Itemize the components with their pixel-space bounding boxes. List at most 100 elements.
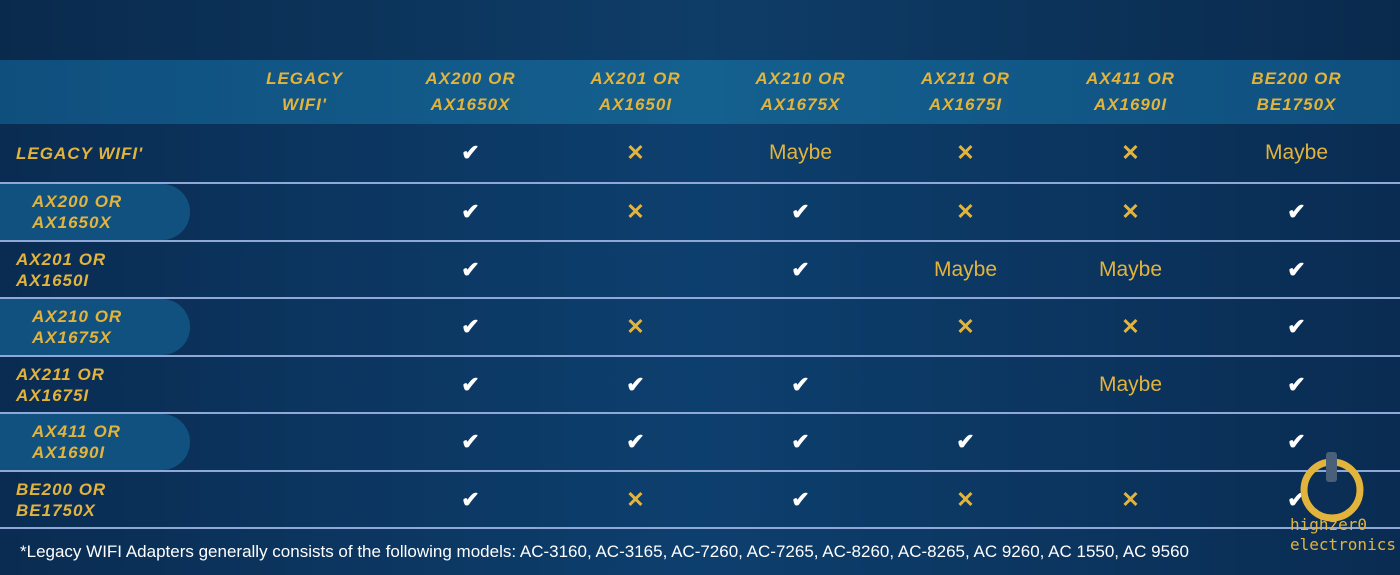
- check-icon: ✔: [461, 371, 480, 397]
- cell-incompatible: ✕: [883, 472, 1048, 527]
- cross-icon: ✕: [956, 314, 975, 339]
- cell-compatible: ✔: [1214, 414, 1379, 470]
- row-label: AX411 OR AX1690I: [0, 414, 190, 470]
- top-band: [0, 0, 1400, 60]
- cross-icon: ✕: [1121, 314, 1140, 339]
- row-label: LEGACY WIFI': [16, 143, 144, 163]
- cell-empty: [553, 242, 718, 297]
- check-icon: ✔: [956, 429, 975, 454]
- cell-maybe: Maybe: [1264, 141, 1329, 164]
- check-icon: ✔: [461, 314, 480, 339]
- column-header: LEGACY WIFI': [266, 69, 343, 114]
- cell-compatible: ✔: [388, 472, 553, 527]
- cross-icon: ✕: [1121, 140, 1140, 165]
- cell-compatible: ✔: [553, 357, 718, 412]
- cell-compatible: ✔: [718, 357, 883, 412]
- check-icon: ✔: [461, 199, 480, 224]
- cell-empty: [222, 472, 387, 527]
- cell-compatible: ✔: [883, 414, 1048, 470]
- cell-empty: [222, 414, 387, 470]
- check-icon: ✔: [461, 140, 480, 165]
- column-header: AX411 OR AX1690I: [1086, 69, 1175, 114]
- column-header: AX210 OR AX1675X: [755, 69, 846, 114]
- row-label: AX210 OR AX1675X: [0, 299, 190, 355]
- check-icon: ✔: [461, 256, 480, 282]
- cell-incompatible: ✕: [1048, 124, 1213, 182]
- cell-compatible: ✔: [718, 184, 883, 240]
- check-icon: ✔: [1287, 429, 1306, 454]
- row-label: AX201 OR AX1650I: [16, 249, 107, 290]
- cross-icon: ✕: [1121, 486, 1140, 512]
- cell-empty: [222, 242, 387, 297]
- cell-incompatible: ✕: [1048, 472, 1213, 527]
- cross-icon: ✕: [956, 199, 975, 224]
- row-label: BE200 OR BE1750X: [16, 479, 107, 520]
- cross-icon: ✕: [956, 486, 975, 512]
- cell-compatible: ✔: [388, 184, 553, 240]
- cell-compatible: ✔: [1214, 357, 1379, 412]
- table-row: AX201 OR AX1650I ✔ ✔ Maybe Maybe ✔: [0, 240, 1400, 297]
- check-icon: ✔: [626, 371, 645, 397]
- cell-maybe: Maybe: [933, 257, 998, 281]
- column-header: BE200 OR BE1750X: [1251, 69, 1342, 114]
- cell-maybe: Maybe: [1098, 257, 1163, 281]
- cell-empty: [222, 299, 387, 355]
- column-header: AX211 OR AX1675I: [921, 69, 1010, 114]
- logo-line1: highzer0: [1290, 515, 1368, 534]
- table-row: AX411 OR AX1690I ✔ ✔ ✔ ✔ ✔: [0, 412, 1400, 470]
- cell-maybe: Maybe: [768, 141, 833, 164]
- column-header: AX201 OR AX1650I: [590, 69, 681, 114]
- check-icon: ✔: [791, 199, 810, 224]
- cell-incompatible: ✕: [883, 124, 1048, 182]
- cross-icon: ✕: [626, 314, 645, 339]
- table-row: AX211 OR AX1675I ✔ ✔ ✔ Maybe ✔: [0, 355, 1400, 412]
- cell-compatible: ✔: [1214, 184, 1379, 240]
- power-logo-icon: [1300, 452, 1364, 522]
- cell-compatible: ✔: [388, 299, 553, 355]
- cell-compatible: ✔: [718, 472, 883, 527]
- cross-icon: ✕: [626, 486, 645, 512]
- cell-empty: [883, 357, 1048, 412]
- cell-empty: [222, 357, 387, 412]
- cell-maybe: Maybe: [1098, 372, 1163, 396]
- logo-text: highzer0 electronics: [1290, 515, 1396, 555]
- cell-incompatible: ✕: [553, 299, 718, 355]
- row-label: AX211 OR AX1675I: [16, 364, 105, 405]
- check-icon: ✔: [461, 486, 480, 512]
- table-row: LEGACY WIFI' ✔ ✕ Maybe ✕ ✕ Maybe: [0, 124, 1400, 182]
- table-row: AX210 OR AX1675X ✔ ✕ ✕ ✕ ✔: [0, 297, 1400, 355]
- column-header: AX200 OR AX1650X: [425, 69, 516, 114]
- check-icon: ✔: [461, 429, 480, 454]
- cell-compatible: ✔: [388, 242, 553, 297]
- cell-empty: [718, 299, 883, 355]
- check-icon: ✔: [1287, 371, 1306, 397]
- cell-compatible: ✔: [388, 414, 553, 470]
- cell-compatible: ✔: [718, 414, 883, 470]
- row-label: AX200 OR AX1650X: [0, 184, 190, 240]
- check-icon: ✔: [1287, 256, 1306, 282]
- cell-empty: [222, 124, 387, 182]
- cell-compatible: ✔: [718, 242, 883, 297]
- table-row: BE200 OR BE1750X ✔ ✕ ✔ ✕ ✕ ✔: [0, 470, 1400, 527]
- table-row: AX200 OR AX1650X ✔ ✕ ✔ ✕ ✕ ✔: [0, 182, 1400, 240]
- cross-icon: ✕: [1121, 199, 1140, 224]
- cell-compatible: ✔: [1214, 299, 1379, 355]
- cell-compatible: ✔: [1214, 242, 1379, 297]
- check-icon: ✔: [626, 429, 645, 454]
- cell-incompatible: ✕: [883, 299, 1048, 355]
- cross-icon: ✕: [626, 140, 645, 165]
- cell-incompatible: ✕: [1048, 184, 1213, 240]
- cell-compatible: ✔: [388, 124, 553, 182]
- table-header: LEGACY WIFI' AX200 OR AX1650X AX201 OR AX1…: [0, 60, 1400, 124]
- logo-line2: electronics: [1290, 535, 1396, 554]
- check-icon: ✔: [791, 371, 810, 397]
- cell-empty: [1048, 414, 1213, 470]
- check-icon: ✔: [1287, 199, 1306, 224]
- check-icon: ✔: [791, 429, 810, 454]
- cell-empty: [222, 184, 387, 240]
- cross-icon: ✕: [626, 199, 645, 224]
- check-icon: ✔: [1287, 314, 1306, 339]
- check-icon: ✔: [791, 486, 810, 512]
- cell-incompatible: ✕: [553, 124, 718, 182]
- cross-icon: ✕: [956, 140, 975, 165]
